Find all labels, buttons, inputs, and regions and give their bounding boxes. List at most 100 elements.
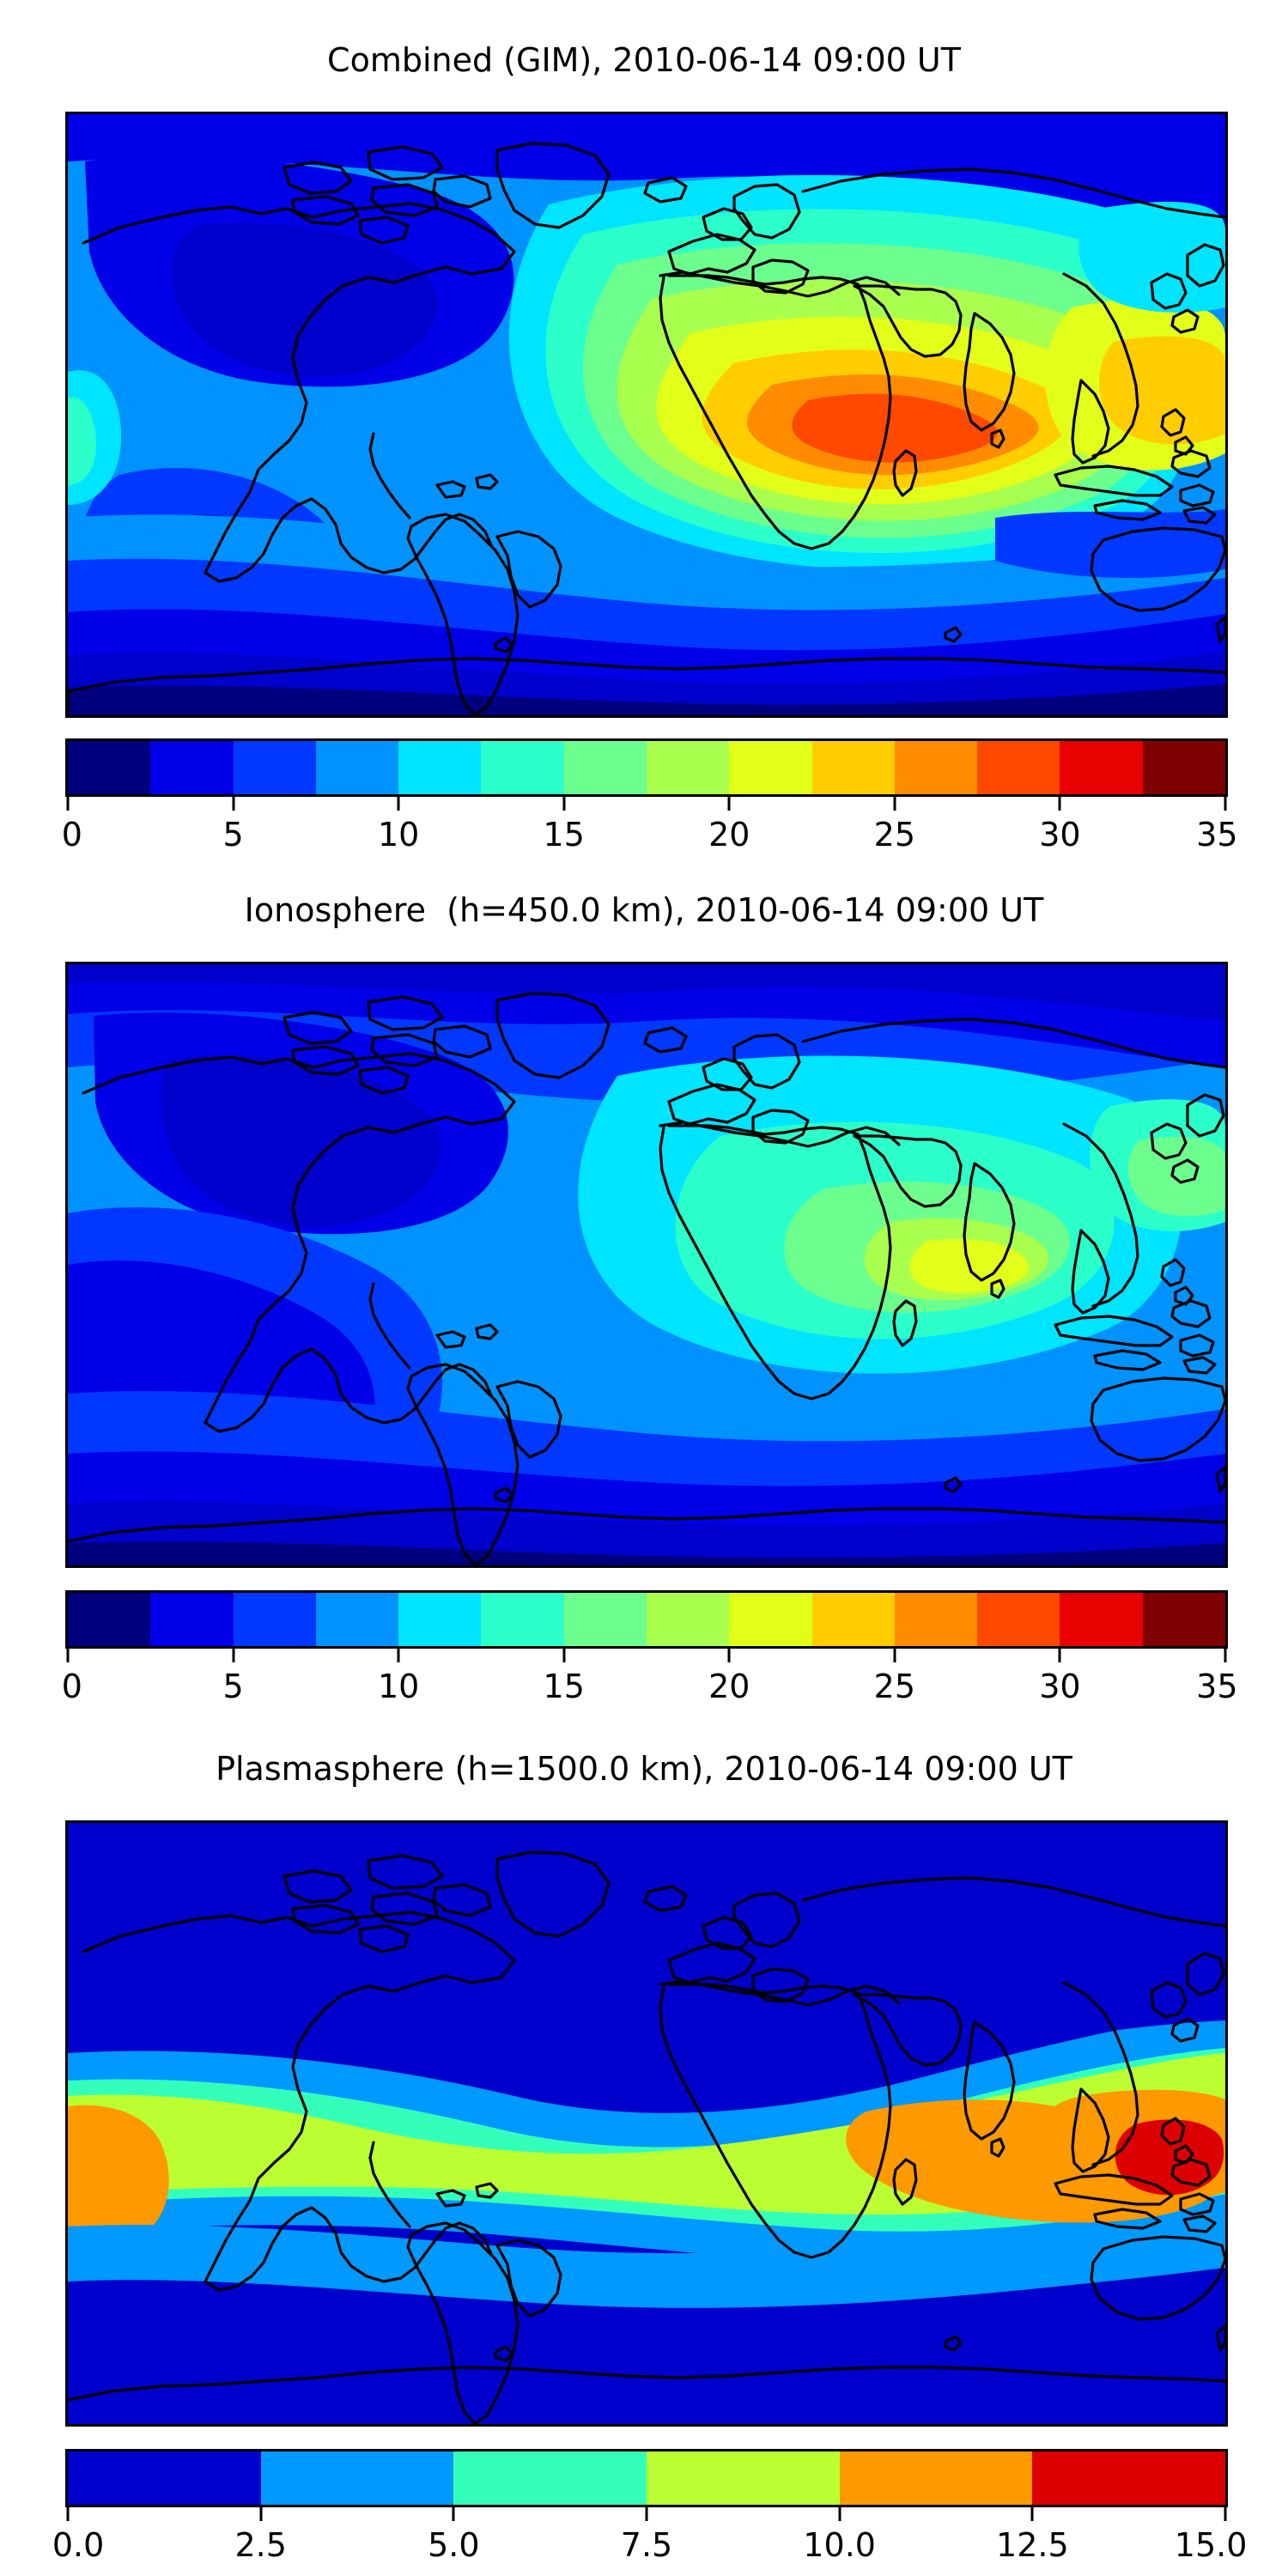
colorbar-tick [562, 1649, 566, 1662]
colorbar-tick-label: 25 [873, 816, 916, 854]
coastlines [68, 1850, 1225, 2424]
contour-svg [68, 1823, 1225, 2424]
colorbar-tick-label: 0.0 [52, 2526, 105, 2564]
colorbar-segment [150, 741, 234, 794]
colorbar-tick-label: 0 [61, 1668, 82, 1705]
colorbar-segment [1060, 1593, 1143, 1646]
colorbar-segment [1060, 741, 1143, 794]
panel-title: Combined (GIM), 2010-06-14 09:00 UT [327, 41, 961, 79]
colorbar-tick [66, 797, 70, 811]
colorbar-tick [259, 2507, 263, 2521]
colorbar-segment [233, 1593, 316, 1646]
colorbar-segment [150, 1593, 234, 1646]
colorbar-tick [452, 2507, 455, 2521]
colorbar-tick-label: 35 [1196, 1668, 1238, 1705]
colorbar-segment [977, 1593, 1060, 1646]
colorbar-segment [811, 741, 895, 794]
colorbar-tick [397, 797, 400, 811]
colorbar-tick-label: 5 [222, 1668, 244, 1705]
colorbar-segment [729, 741, 812, 794]
colorbar-segment [646, 1593, 730, 1646]
colorbar-tick-label: 7.5 [620, 2526, 673, 2564]
map-contour-field [68, 1823, 1225, 2424]
colorbar-tick [645, 2507, 648, 2521]
colorbar-tick-label: 10.0 [803, 2526, 876, 2564]
colorbar-segment [481, 741, 564, 794]
colorbar-ticks [65, 2507, 1228, 2526]
colorbar-tick [893, 1649, 896, 1662]
colorbar-segment [68, 1593, 151, 1646]
map-axes-plasmasphere-1500[interactable] [65, 1820, 1228, 2427]
colorbar-tick [838, 2507, 841, 2521]
colorbar-tick [1058, 797, 1061, 811]
colorbar-plasmasphere-1500 [65, 2449, 1228, 2507]
colorbar-tick-label: 2.5 [234, 2526, 287, 2564]
colorbar-tick-label: 0 [61, 816, 82, 854]
colorbar-tick-label: 10 [377, 1668, 420, 1705]
colorbar-tick [1224, 797, 1227, 811]
colorbar-tick-label: 5 [222, 816, 244, 854]
contour-svg [68, 114, 1225, 715]
colorbar-tick [893, 797, 896, 811]
colorbar-segment [646, 741, 730, 794]
colorbar-tick [727, 1649, 731, 1662]
colorbar-segment [811, 1593, 895, 1646]
colorbar-segment [647, 2451, 840, 2505]
contour-svg [68, 964, 1225, 1565]
colorbar-segment [68, 741, 151, 794]
colorbar-segment [977, 741, 1060, 794]
colorbar-tick [727, 797, 731, 811]
colorbar-tick-labels: 0 5 10 15 20 25 30 35 [61, 1668, 1238, 1710]
colorbar-segment [233, 741, 316, 794]
colorbar-tick-label: 15.0 [1174, 2526, 1248, 2564]
colorbar-tick-label: 15 [543, 1668, 585, 1705]
map-contour-field [68, 114, 1225, 715]
colorbar-tick-label: 5.0 [428, 2526, 480, 2564]
colorbar-segment [563, 1593, 647, 1646]
colorbar-tick [562, 797, 566, 811]
map-axes-ionosphere-450[interactable] [65, 962, 1228, 1568]
colorbar-tick-label: 25 [873, 1668, 916, 1705]
panel-plasmasphere-1500: Plasmasphere (h=1500.0 km), 2010-06-14 0… [0, 1735, 1288, 2576]
colorbar-tick-label: 15 [543, 816, 585, 854]
colorbar-ticks [65, 1649, 1228, 1668]
panel-ionosphere-450: Ionosphere (h=450.0 km), 2010-06-14 09:0… [0, 859, 1288, 1735]
colorbar-segment [894, 1593, 978, 1646]
colorbar-segment [68, 2451, 261, 2505]
colorbar-tick-label: 20 [708, 816, 750, 854]
map-axes-combined-gim[interactable] [65, 112, 1228, 718]
panel-title: Plasmasphere (h=1500.0 km), 2010-06-14 0… [216, 1750, 1072, 1788]
colorbar-tick-label: 10 [377, 816, 420, 854]
colorbar-tick [397, 1649, 400, 1662]
colorbar-segment [398, 1593, 482, 1646]
colorbar-tick-labels: 0.0 2.5 5.0 7.5 10.0 12.5 15.0 [52, 2526, 1248, 2569]
colorbar-tick-label: 30 [1039, 1668, 1081, 1705]
colorbar-ionosphere-450 [65, 1590, 1228, 1649]
colorbar-segment [729, 1593, 812, 1646]
coastlines [68, 142, 1225, 715]
colorbar-segment [1142, 741, 1225, 794]
colorbar-segment [481, 1593, 564, 1646]
colorbar-tick-labels: 0 5 10 15 20 25 30 35 [61, 816, 1238, 859]
map-contour-field [68, 964, 1225, 1565]
colorbar-tick [232, 797, 235, 811]
colorbar-segment [398, 741, 482, 794]
colorbar-segment [315, 1593, 399, 1646]
colorbar-segment [1142, 1593, 1225, 1646]
colorbar-tick-label: 12.5 [996, 2526, 1069, 2564]
colorbar-segment [315, 741, 399, 794]
colorbar-tick [66, 1649, 70, 1662]
colorbar-tick [1224, 2507, 1227, 2521]
coastlines [68, 992, 1225, 1565]
colorbar-tick [66, 2507, 70, 2521]
colorbar-tick [1030, 2507, 1034, 2521]
colorbar-tick [232, 1649, 235, 1662]
colorbar-segment [894, 741, 978, 794]
colorbar-combined-gim [65, 738, 1228, 797]
colorbar-segment [1032, 2451, 1225, 2505]
colorbar-tick [1224, 1649, 1227, 1662]
panel-combined-gim: Combined (GIM), 2010-06-14 09:00 UT [0, 0, 1288, 859]
colorbar-tick-label: 35 [1196, 816, 1238, 854]
panel-title: Ionosphere (h=450.0 km), 2010-06-14 09:0… [244, 891, 1044, 929]
